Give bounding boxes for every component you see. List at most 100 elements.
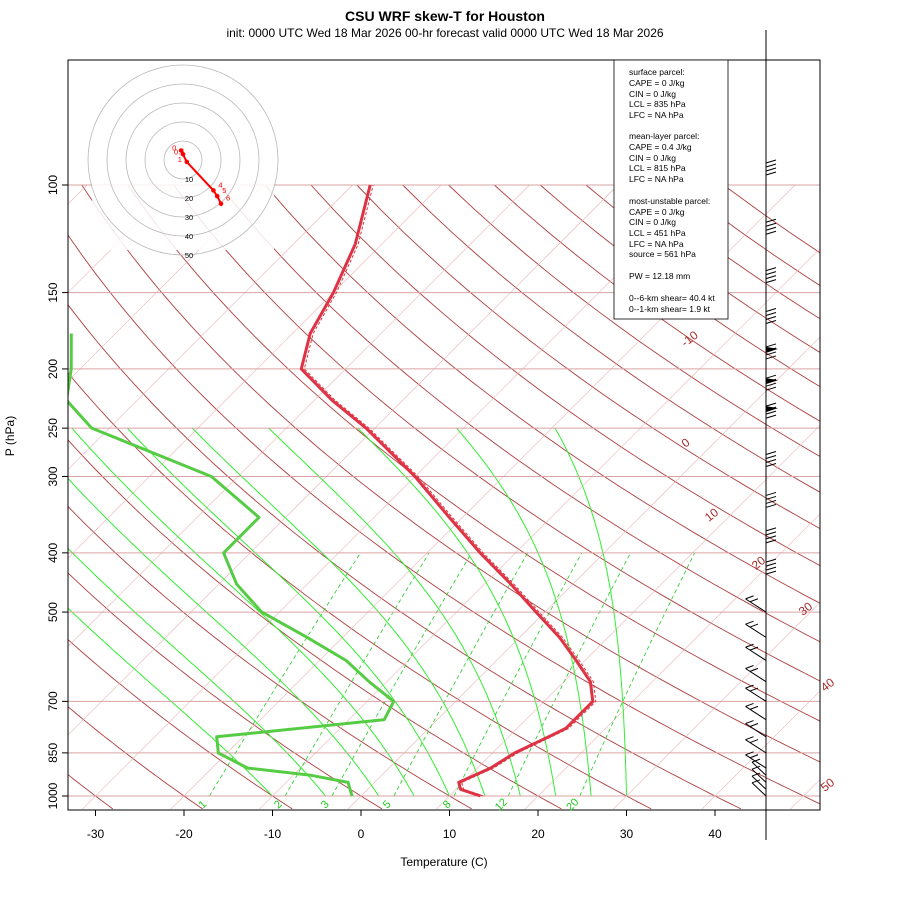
y-tick-label: 1000 — [46, 782, 60, 809]
wind-barb — [745, 643, 767, 661]
barb-feather — [749, 598, 759, 603]
barb-shaft — [751, 782, 767, 797]
barb-feather — [765, 316, 777, 320]
hodograph-background — [92, 68, 274, 250]
mean-layer-cape: CAPE = 0.4 J/kg — [629, 142, 692, 152]
barb-feather — [765, 218, 777, 223]
barb-feather — [765, 463, 777, 468]
isotherm-line — [68, 184, 619, 736]
isotherm-line — [68, 184, 530, 647]
wind-barb — [745, 702, 767, 721]
barb-feather — [765, 570, 777, 575]
moist-adiabat — [71, 427, 415, 797]
dry-adiabat — [723, 184, 820, 254]
isotherm-line — [524, 513, 820, 810]
barb-feather — [745, 684, 754, 689]
hodograph-point-label: 0.5 — [174, 147, 184, 156]
wind-barb — [765, 159, 777, 185]
hodograph-point — [180, 152, 186, 157]
barb-feather — [765, 308, 777, 312]
mixing-ratio-label: 20 — [564, 796, 581, 813]
wind-barb — [745, 720, 767, 738]
chart-title: CSU WRF skew-T for Houston — [345, 8, 545, 24]
dry-adiabat — [127, 184, 820, 722]
barb-feather — [765, 312, 777, 316]
isotherm-line — [68, 184, 88, 205]
dry-adiabat — [173, 184, 820, 682]
x-tick-label: -20 — [175, 827, 193, 841]
barb-feather — [765, 455, 777, 460]
wind-barb — [765, 343, 778, 369]
dewpoint-line — [68, 333, 396, 797]
barb-shaft — [751, 775, 767, 790]
barb-feather — [751, 772, 761, 777]
mean-layer-cin: CIN = 0 J/kg — [629, 153, 676, 163]
y-axis-label: P (hPa) — [3, 416, 17, 456]
wind-barb — [745, 620, 767, 638]
precipitable-water: PW = 12.18 mm — [629, 271, 690, 281]
hodograph-ring-label: 30 — [185, 213, 193, 222]
moist-adiabat — [68, 547, 326, 797]
x-tick-label: 40 — [708, 827, 722, 841]
barb-feather — [751, 758, 761, 763]
isotherm-line — [436, 425, 820, 810]
mean-layer-lfc: LFC = NA hPa — [629, 174, 684, 184]
dry-adiabat — [68, 572, 383, 810]
surface-cin: CIN = 0 J/kg — [629, 89, 676, 99]
isotherm-line — [347, 336, 820, 810]
isotherm-label: 20 — [749, 553, 768, 572]
moist-adiabat — [68, 607, 273, 797]
barb-shaft — [745, 739, 767, 754]
barb-feather — [765, 491, 777, 496]
barb-feather — [749, 723, 759, 727]
isotherm-label: 30 — [796, 599, 815, 618]
dry-adiabat — [81, 184, 820, 763]
hodograph-point-label: 1 — [178, 155, 182, 164]
wind-barb — [751, 758, 767, 776]
moist-adiabat — [456, 427, 592, 797]
barb-feather — [765, 562, 777, 567]
barb-shaft — [745, 646, 767, 661]
barb-shaft — [745, 598, 767, 613]
barb-feather — [765, 351, 777, 356]
barb-feather — [765, 171, 777, 176]
mean-layer-lcl: LCL = 815 hPa — [629, 163, 686, 173]
barb-shaft — [745, 687, 767, 702]
hodograph-point-label: 4 — [218, 180, 222, 189]
isotherm-label: 50 — [818, 775, 837, 794]
wind-barb — [765, 218, 777, 245]
barb-feather — [765, 503, 777, 508]
barb-shaft — [751, 761, 767, 776]
sounding-profiles — [68, 184, 597, 798]
isotherm-line — [790, 779, 820, 810]
barb-feather — [765, 159, 777, 164]
barb-feather — [765, 539, 777, 544]
barb-feather — [745, 720, 754, 725]
y-tick-label: 850 — [46, 743, 60, 763]
most-unstable-source: source = 561 hPa — [629, 249, 696, 259]
hodograph-ring-label: 10 — [185, 175, 193, 184]
isotherm-line — [68, 184, 265, 382]
mixing-ratio-label: 3 — [319, 798, 332, 811]
wind-barb — [765, 374, 778, 401]
mixing-ratio-label: 12 — [493, 796, 510, 813]
y-tick-label: 200 — [46, 359, 60, 379]
wind-barb — [751, 765, 767, 783]
background-lines — [68, 184, 820, 810]
barb-feather — [765, 459, 777, 464]
hodograph-point-label: 6 — [226, 194, 230, 203]
y-tick-label: 300 — [46, 466, 60, 486]
isotherm-line — [68, 184, 442, 559]
wind-barb — [765, 402, 778, 429]
moist-adiabat — [357, 427, 557, 797]
barb-feather — [765, 230, 777, 235]
barb-feather — [749, 667, 759, 672]
barb-pennant — [766, 406, 778, 413]
y-tick-label: 400 — [46, 543, 60, 563]
parcel-info-box: surface parcel: CAPE = 0 J/kg CIN = 0 J/… — [613, 59, 729, 320]
surface-parcel-header: surface parcel: — [629, 67, 685, 77]
dry-adiabat — [218, 184, 820, 643]
moist-adiabat — [68, 477, 380, 797]
dry-adiabat — [310, 184, 820, 567]
